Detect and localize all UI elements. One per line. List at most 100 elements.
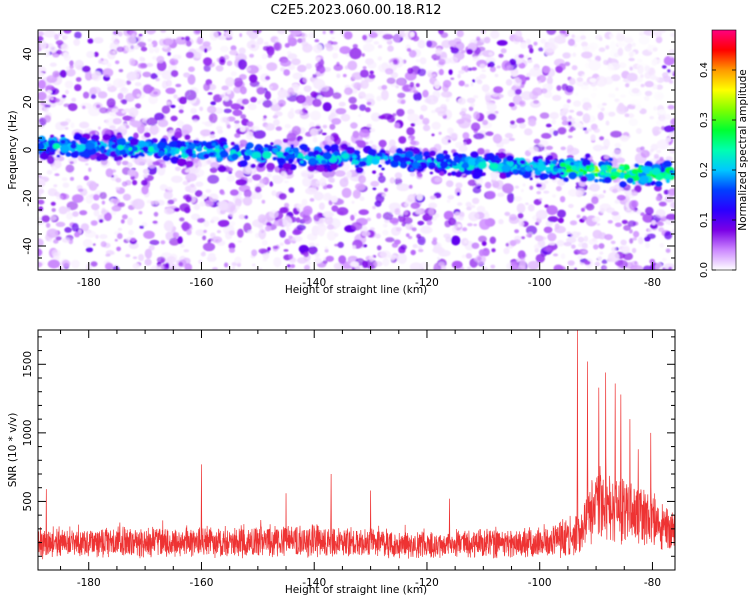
spectrogram-cell	[352, 104, 357, 110]
spectrogram-cell	[473, 132, 485, 140]
spectrogram-cell	[543, 190, 550, 194]
spectrogram-cell	[445, 97, 450, 103]
spectrogram-cell	[66, 201, 79, 211]
spectrogram-cell	[631, 42, 636, 47]
spectrogram-cell	[262, 151, 272, 159]
spectrogram-cell	[86, 51, 95, 59]
spectrogram-cell	[220, 45, 229, 53]
y-tick-label: 1500	[22, 351, 34, 378]
spectrogram-cell	[112, 31, 119, 35]
spectrogram-cell	[98, 126, 101, 130]
spectrogram-cell	[624, 45, 632, 52]
spectrogram-cell	[386, 114, 396, 123]
spectrogram-cell	[507, 89, 515, 97]
spectrogram-cell	[324, 246, 328, 250]
spectrogram-cell	[400, 99, 406, 105]
spectrogram-cell	[95, 104, 101, 109]
spectrogram-cell	[38, 238, 44, 248]
spectrogram-cell	[490, 162, 499, 170]
spectrogram-cell	[267, 54, 273, 58]
spectrogram-cell	[501, 164, 511, 173]
spectrogram-cell	[385, 237, 395, 243]
spectrogram-cell	[588, 107, 592, 111]
spectrogram-cell	[247, 177, 253, 183]
spectrogram-cell	[99, 192, 107, 200]
spectrogram-cell	[111, 169, 117, 173]
spectrogram-cell	[456, 30, 464, 38]
spectrogram-cell	[82, 105, 86, 110]
spectrogram-cell	[160, 240, 166, 245]
spectrogram-cell	[134, 155, 139, 159]
spectrogram-cell	[296, 94, 306, 104]
spectrogram-cell	[38, 192, 42, 199]
spectrogram-cell	[81, 65, 91, 73]
spectrogram-cell	[226, 60, 233, 66]
spectrogram-cell	[253, 130, 266, 139]
spectrogram-cell	[584, 260, 591, 265]
spectrogram-cell	[597, 232, 607, 240]
spectrogram-cell	[69, 60, 74, 66]
spectrogram-cell	[309, 198, 315, 202]
spectrogram-cell	[79, 121, 90, 129]
spectrogram-cell	[566, 165, 572, 170]
spectrogram-cell	[448, 69, 453, 75]
spectrogram-cell	[178, 105, 185, 111]
spectrogram-cell	[185, 160, 194, 168]
spectrogram-cell	[535, 180, 539, 184]
spectrogram-cell	[629, 51, 634, 58]
spectrogram-cell	[486, 102, 497, 112]
spectrogram-cell	[185, 148, 194, 155]
spectrogram-cell	[467, 266, 471, 270]
spectrogram-cell	[93, 194, 100, 201]
spectrogram-cell	[308, 32, 315, 39]
spectrogram-cell	[582, 113, 591, 124]
spectrogram-cell	[167, 153, 172, 158]
spectrogram-cell	[492, 133, 503, 144]
spectrogram-cell	[438, 131, 442, 135]
spectrogram-cell	[632, 181, 636, 185]
spectrogram-cell	[278, 164, 284, 169]
spectrogram-cell	[404, 71, 417, 81]
spectrogram-cell	[125, 254, 131, 258]
spectrogram-cell	[569, 220, 578, 226]
spectrogram-cell	[258, 224, 264, 230]
spectrogram-cell	[38, 79, 46, 90]
spectrogram-cell	[61, 237, 71, 243]
spectrogram-cell	[392, 154, 402, 162]
spectrogram-cell	[265, 123, 275, 131]
spectrogram-cell	[457, 224, 462, 228]
spectrogram-cell	[580, 35, 586, 40]
spectrogram-cell	[203, 229, 207, 234]
spectrogram-cell	[280, 59, 292, 67]
spectrogram-cell	[421, 225, 431, 233]
spectrogram-cell	[591, 217, 601, 223]
spectrogram-cell	[521, 91, 533, 101]
spectrogram-cell	[605, 45, 610, 50]
spectrogram-cell	[366, 217, 371, 222]
spectrogram-cell	[457, 202, 463, 206]
spectrogram-cell	[314, 39, 320, 43]
spectrogram-cell	[582, 250, 587, 254]
spectrogram-cell	[635, 82, 641, 87]
spectrogram-cell	[661, 65, 667, 69]
spectrogram-cell	[644, 95, 650, 102]
spectrogram-cell	[197, 218, 206, 223]
spectrogram-cell	[261, 199, 266, 204]
spectrogram-cell	[245, 67, 251, 72]
spectrogram-cell	[251, 249, 258, 257]
spectrogram-cell	[177, 158, 187, 167]
spectrogram-cell	[212, 267, 218, 270]
spectrogram-cell	[387, 45, 394, 52]
spectrogram-cell	[526, 233, 531, 238]
spectrogram-cell	[479, 218, 491, 230]
spectrogram-cell	[204, 199, 214, 207]
spectrogram-cell	[190, 183, 195, 188]
spectrogram-cell	[557, 127, 567, 135]
spectrogram-cell	[659, 243, 665, 248]
spectrogram-cell	[603, 155, 610, 160]
spectrogram-cell	[514, 185, 520, 189]
spectrogram-cell	[355, 167, 364, 174]
spectrogram-cell	[546, 30, 557, 35]
